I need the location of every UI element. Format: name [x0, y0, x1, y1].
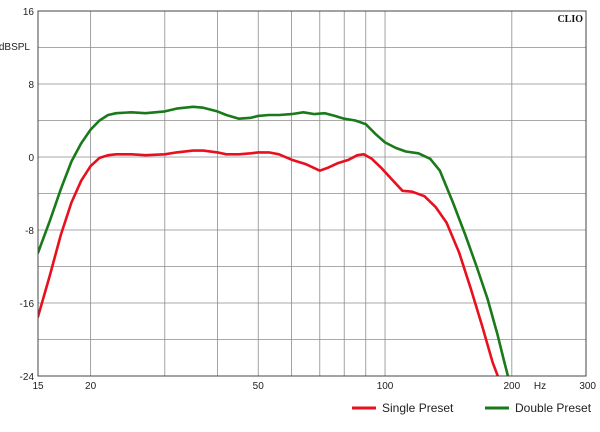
- x-tick-labels: 15 20 50 100 200 300: [32, 381, 596, 392]
- y-axis-label: dBSPL: [0, 42, 30, 53]
- x-axis-unit: Hz: [534, 381, 546, 392]
- y-tick-label: -8: [25, 226, 34, 237]
- series-layer: [38, 105, 510, 376]
- x-tick-label: 100: [377, 381, 394, 392]
- brand-logo: CLIO: [557, 14, 583, 25]
- y-tick-label: -16: [20, 299, 35, 310]
- x-tick-label: 300: [579, 381, 596, 392]
- x-tick-label: 200: [503, 381, 520, 392]
- grid: [38, 11, 586, 376]
- plot-frame: [37, 10, 587, 377]
- x-tick-label: 15: [32, 381, 44, 392]
- y-tick-label: 16: [23, 7, 35, 18]
- x-tick-label: 20: [85, 381, 97, 392]
- legend-label-single-preset: Single Preset: [382, 401, 454, 415]
- y-tick-label: 8: [28, 80, 34, 91]
- legend-label-double-preset: Double Preset: [515, 401, 592, 415]
- y-tick-label: -24: [20, 372, 35, 383]
- y-tick-label: 0: [28, 153, 34, 164]
- series-line-double-preset: [38, 105, 510, 376]
- legend: Single Preset Double Preset: [352, 401, 592, 415]
- series-line-single-preset: [38, 149, 500, 376]
- x-tick-label: 50: [253, 381, 265, 392]
- y-tick-labels: 16 8 0 -8 -16 -24: [20, 7, 35, 383]
